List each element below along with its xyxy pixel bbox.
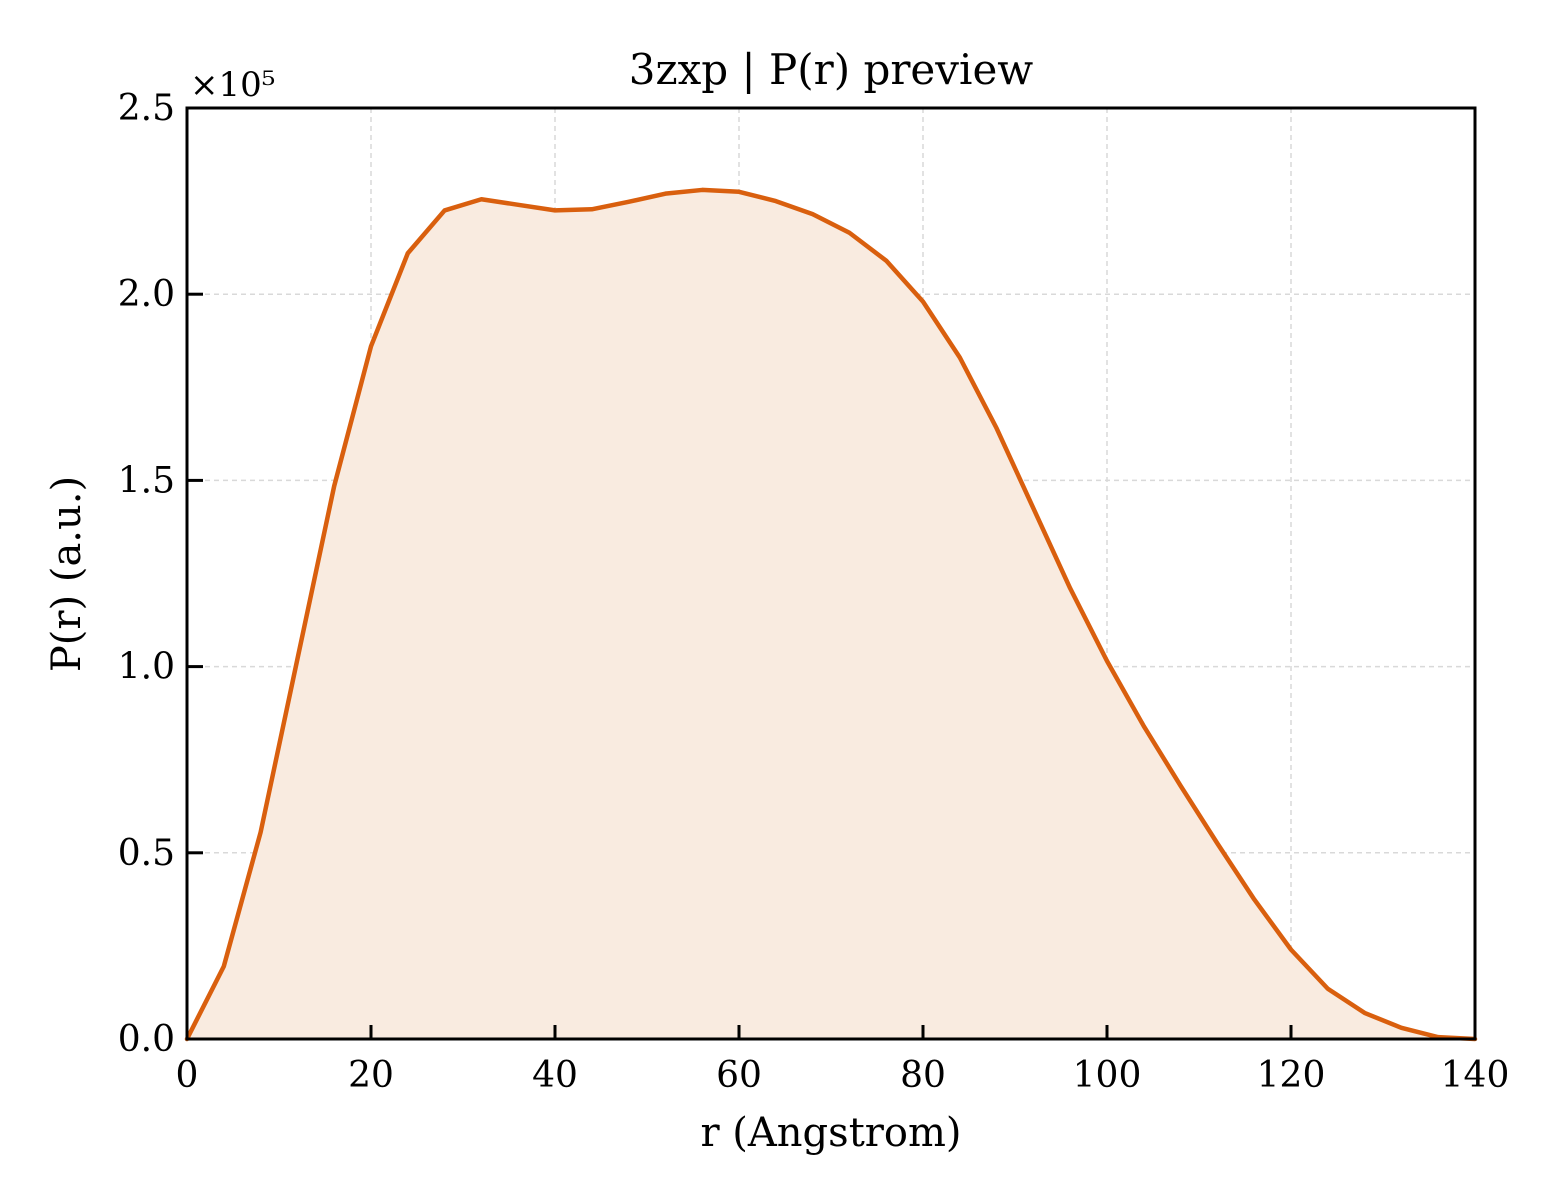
y-tick-label-2: 1.0 <box>118 647 175 688</box>
x-tick-label-3: 60 <box>716 1055 762 1096</box>
y-axis-label: P(r) (a.u.) <box>44 476 90 672</box>
chart-title: 3zxp | P(r) preview <box>629 45 1034 94</box>
y-tick-label-1: 0.5 <box>118 833 175 874</box>
y-tick-label-3: 1.5 <box>118 460 175 501</box>
series-line <box>184 187 1478 1042</box>
x-tick-label-5: 100 <box>1073 1055 1142 1096</box>
y-tick-label-5: 2.5 <box>118 88 175 129</box>
y-axis-multiplier: ×10⁵ <box>190 65 275 105</box>
y-axis-ticks: 0.0 0.5 1.0 1.5 2.0 2.5 <box>118 88 203 1060</box>
x-axis-label: r (Angstrom) <box>700 1110 961 1156</box>
x-tick-label-0: 0 <box>176 1055 199 1096</box>
area-fill <box>187 189 1475 1039</box>
x-tick-label-6: 120 <box>1257 1055 1326 1096</box>
y-tick-label-4: 2.0 <box>118 274 175 315</box>
x-tick-label-7: 140 <box>1441 1055 1510 1096</box>
x-tick-label-4: 80 <box>900 1055 946 1096</box>
y-tick-label-0: 0.0 <box>118 1019 175 1060</box>
x-tick-label-1: 20 <box>348 1055 394 1096</box>
x-tick-label-2: 40 <box>532 1055 578 1096</box>
plot-frame <box>185 106 1477 1041</box>
x-axis-ticks: 0 20 40 60 80 100 120 140 <box>176 1025 1510 1096</box>
